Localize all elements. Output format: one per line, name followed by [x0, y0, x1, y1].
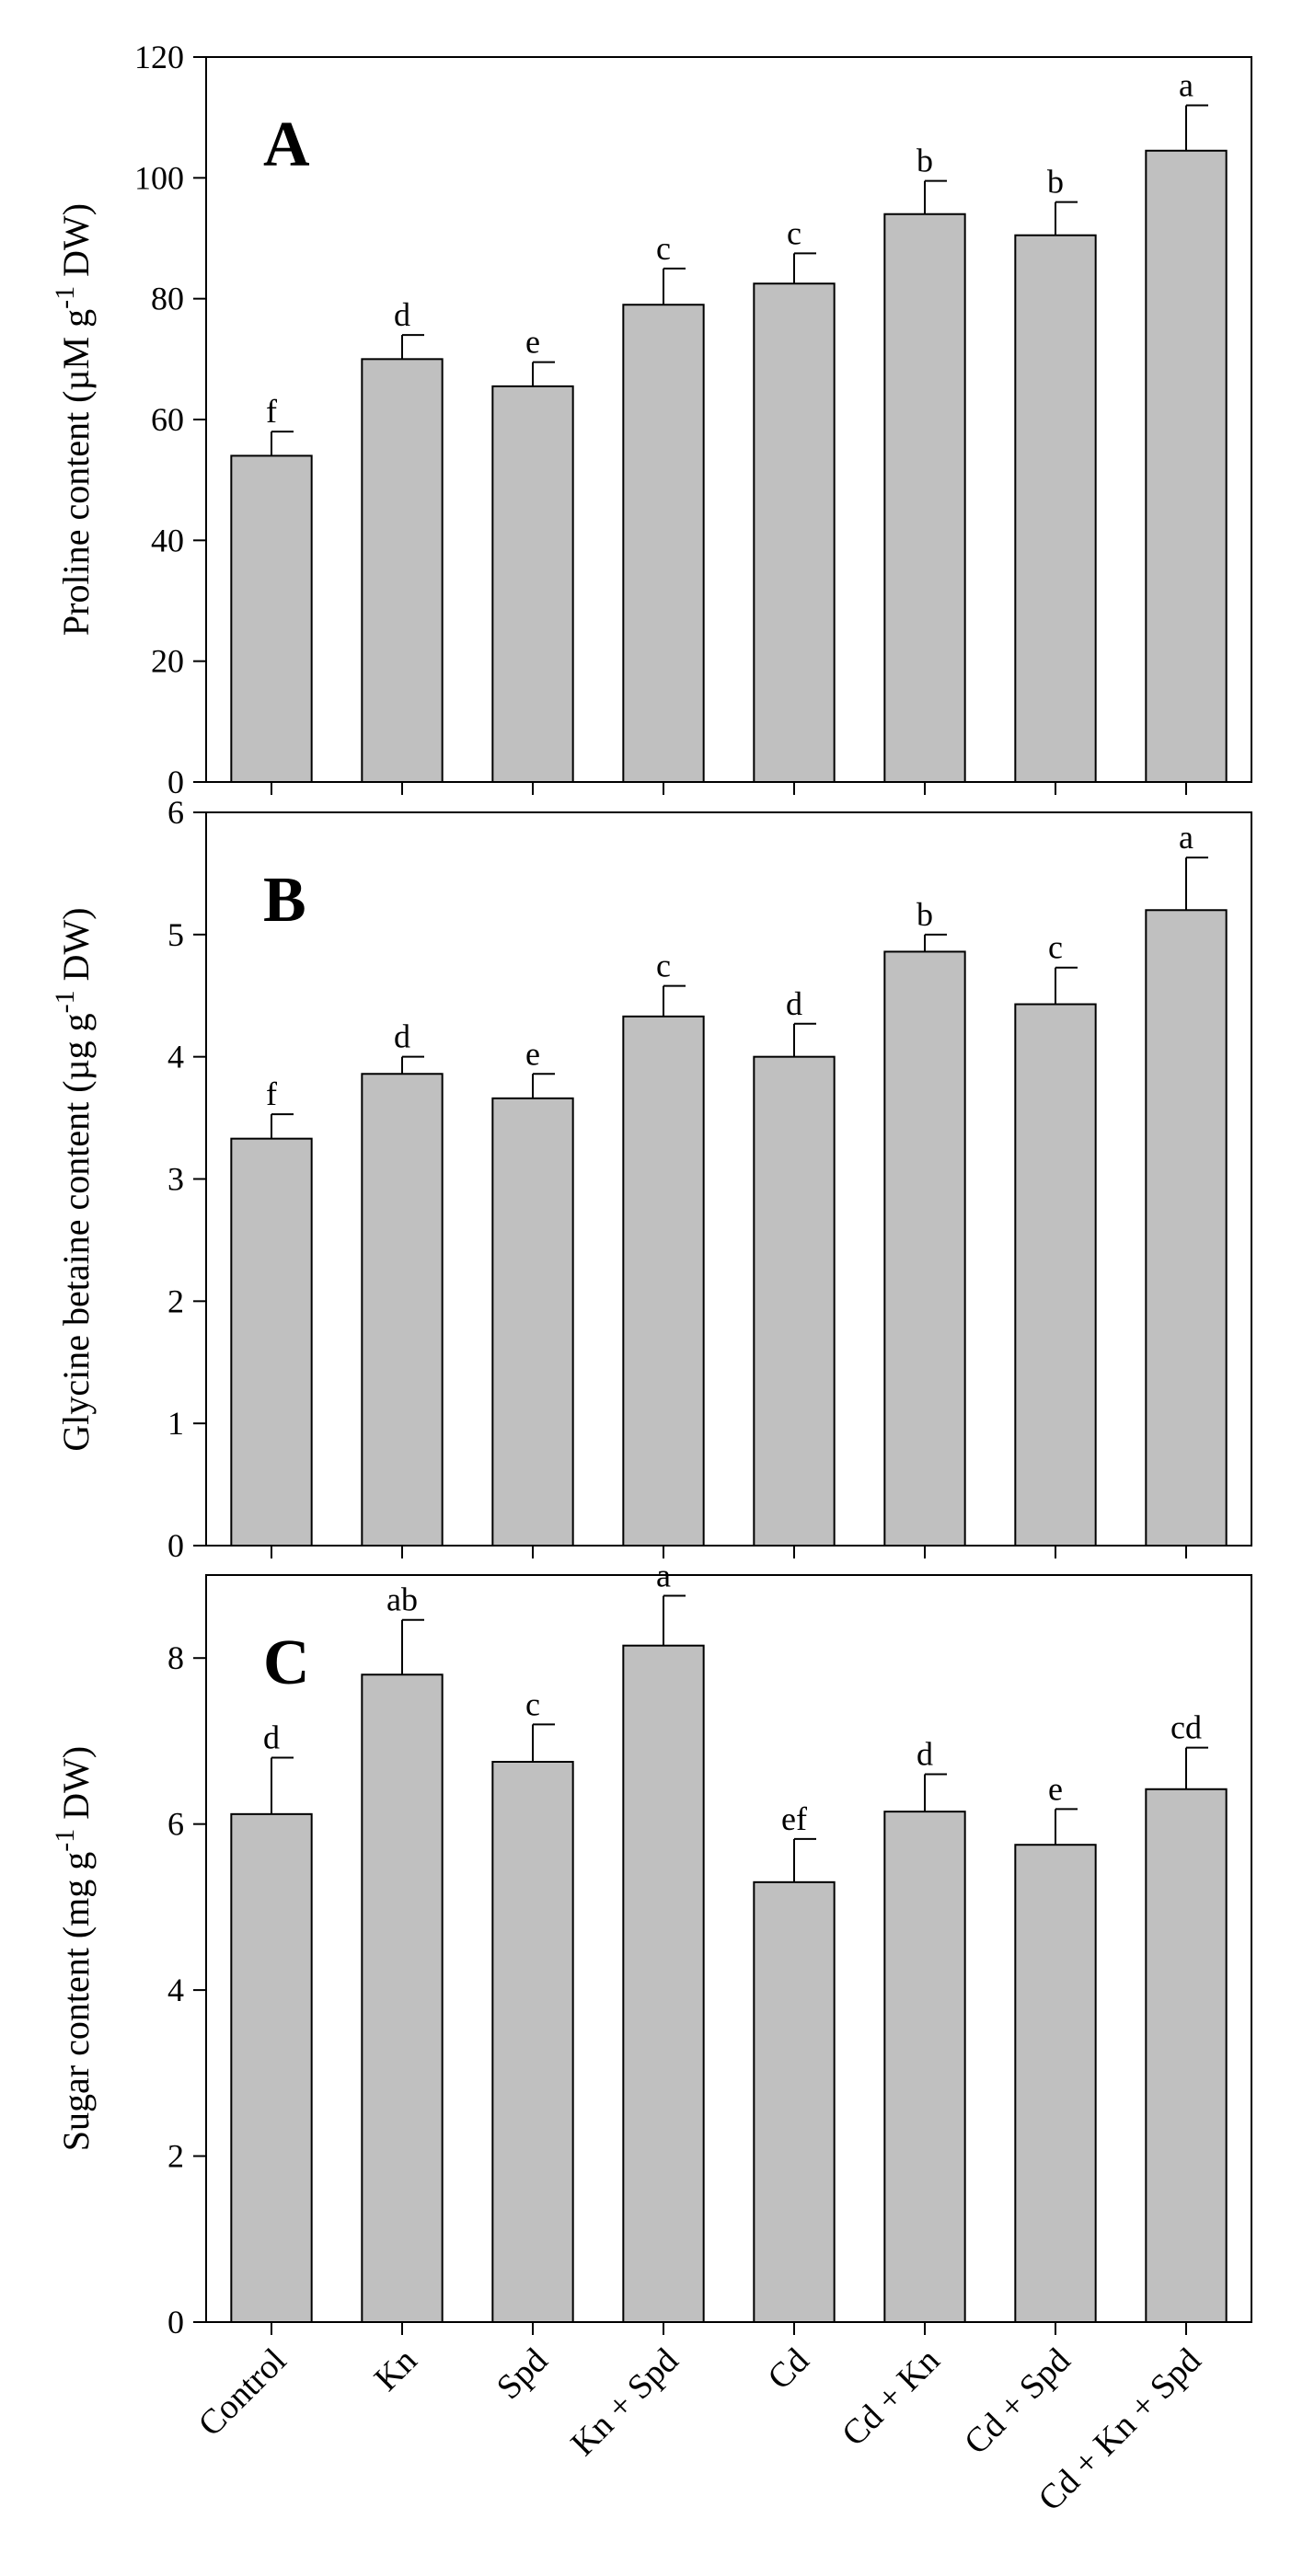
chart-panel-a: 0 20 40 60 80 100 120 Proline content (µM g-1 D… — [50, 39, 1252, 800]
y-axis-label-unit: DW) — [55, 907, 97, 990]
y-tick-label: 0 — [167, 1527, 184, 1564]
plot-frame — [205, 1574, 1252, 2323]
y-axis-label-superscript: -1 — [50, 286, 80, 309]
y-axis-label-main: Glycine betaine content (µg g — [55, 1013, 97, 1451]
x-category-label: Cd + Kn — [835, 2341, 947, 2454]
bar — [1014, 234, 1097, 783]
chart-panel-b: 0 1 2 3 4 5 6 Glycine betaine content (µg g-1 D… — [50, 794, 1252, 1564]
x-category-label: Cd — [760, 2341, 816, 2398]
y-tick-label: 60 — [151, 401, 184, 438]
y-tick-label: 0 — [167, 2304, 184, 2340]
significance-letter: a — [1179, 819, 1193, 856]
bar — [361, 358, 444, 783]
bar — [753, 282, 836, 783]
significance-letter: b — [917, 896, 933, 933]
significance-letter: ab — [386, 1581, 418, 1618]
significance-letter: d — [263, 1719, 280, 1755]
bar — [1145, 909, 1228, 1547]
y-axis-label-main: Proline content (µM g — [55, 309, 97, 636]
significance-letter: a — [1179, 67, 1193, 104]
y-tick-label: 6 — [167, 1806, 184, 1843]
significance-letter: c — [787, 214, 801, 251]
x-category-label: Spd — [490, 2341, 556, 2408]
y-tick-label: 40 — [151, 522, 184, 558]
bar — [883, 1811, 966, 2323]
panel-letter: B — [263, 865, 306, 936]
significance-letter: f — [266, 1075, 277, 1112]
significance-letter: d — [394, 296, 410, 333]
bar — [883, 213, 966, 783]
bar — [491, 1097, 574, 1547]
y-axis-label: Glycine betaine content (µg g-1 DW) — [50, 907, 97, 1451]
significance-letter: a — [656, 1558, 671, 1594]
bar — [361, 1073, 444, 1547]
y-axis-label-superscript: -1 — [50, 1829, 80, 1852]
significance-letter: e — [525, 1035, 540, 1072]
x-category-label: Control — [191, 2341, 294, 2444]
significance-letter: c — [1048, 929, 1063, 966]
bar — [491, 1761, 574, 2323]
y-tick-label: 8 — [167, 1639, 184, 1676]
significance-letter: d — [917, 1736, 933, 1773]
y-axis-label-main: Sugar content (mg g — [55, 1852, 97, 2152]
y-tick-label: 4 — [167, 1972, 184, 2008]
y-tick-label: 3 — [167, 1161, 184, 1198]
significance-letter: ef — [781, 1800, 807, 1837]
y-axis-label-unit: DW) — [55, 203, 97, 286]
significance-letter: e — [1048, 1770, 1063, 1807]
significance-letter: e — [525, 324, 540, 361]
bar — [1145, 1788, 1228, 2323]
y-tick-label: 0 — [167, 764, 184, 800]
y-axis-label: Proline content (µM g-1 DW) — [50, 203, 97, 636]
bar — [883, 950, 966, 1547]
bar — [361, 1673, 444, 2324]
significance-letter: b — [917, 143, 933, 179]
bar — [753, 1880, 836, 2324]
bar — [230, 1137, 313, 1547]
y-tick-label: 120 — [134, 39, 184, 75]
significance-letter: cd — [1170, 1709, 1202, 1746]
y-tick-label: 80 — [151, 281, 184, 317]
bar — [1014, 1844, 1097, 2323]
y-tick-label: 6 — [167, 794, 184, 831]
bar — [753, 1055, 836, 1547]
y-tick-label: 5 — [167, 916, 184, 953]
panel-letter: A — [263, 109, 310, 180]
y-axis-label-superscript: -1 — [50, 990, 80, 1013]
y-tick-label: 2 — [167, 1282, 184, 1319]
panel-letter: C — [263, 1627, 310, 1698]
significance-letter: d — [394, 1018, 410, 1055]
significance-letter: c — [525, 1685, 540, 1722]
significance-letter: f — [266, 393, 277, 430]
y-tick-label: 2 — [167, 2138, 184, 2175]
bar — [491, 385, 574, 783]
y-tick-label: 4 — [167, 1039, 184, 1075]
significance-letter: c — [656, 230, 671, 267]
significance-letter: c — [656, 948, 671, 984]
bar — [622, 1015, 705, 1547]
x-category-label: Kn — [367, 2341, 425, 2399]
bar — [1014, 1003, 1097, 1547]
bar — [622, 304, 705, 783]
x-category-label: Cd + Spd — [957, 2341, 1078, 2462]
chart-panel-c: 0 2 4 6 8 Sugar content (mg g-1 DW) Cd ab c a ef d e… — [50, 1558, 1252, 2519]
y-axis-label: Sugar content (mg g-1 DW) — [50, 1746, 97, 2151]
bar — [230, 454, 313, 783]
x-category-label: Kn + Spd — [563, 2341, 686, 2464]
significance-letter: d — [786, 985, 802, 1022]
y-axis-label-unit: DW) — [55, 1746, 97, 1829]
y-tick-label: 100 — [134, 159, 184, 196]
bar — [1145, 149, 1228, 784]
significance-letter: b — [1047, 164, 1064, 201]
bar — [622, 1644, 705, 2323]
bar — [230, 1812, 313, 2323]
y-tick-label: 1 — [167, 1405, 184, 1442]
y-tick-label: 20 — [151, 643, 184, 680]
